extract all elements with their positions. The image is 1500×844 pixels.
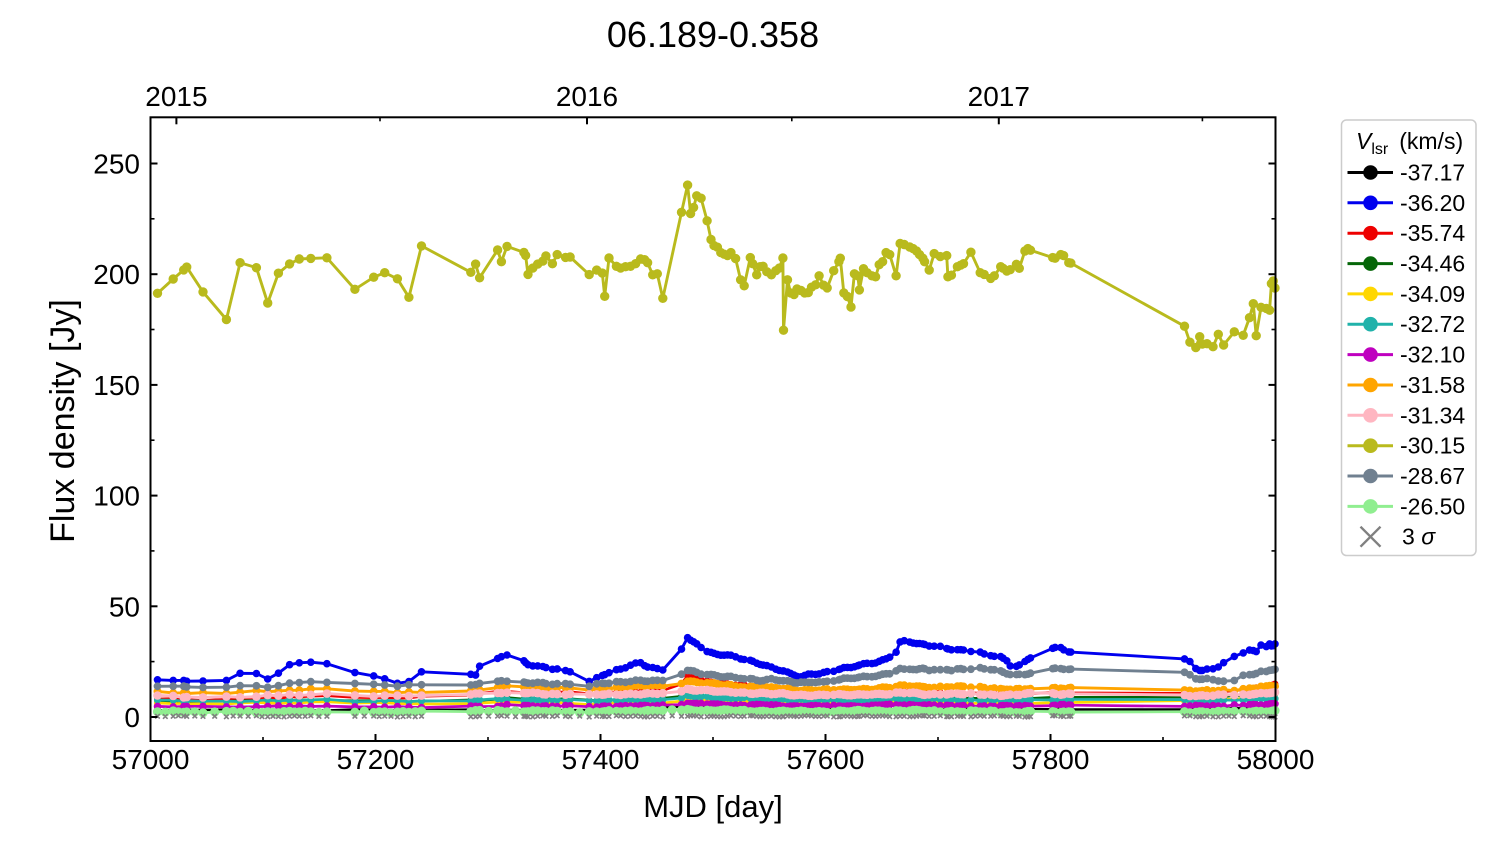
svg-text:-37.17: -37.17 — [1400, 160, 1465, 186]
svg-text:-35.74: -35.74 — [1400, 220, 1465, 246]
svg-text:-36.20: -36.20 — [1400, 190, 1465, 216]
svg-text:-28.67: -28.67 — [1400, 463, 1465, 489]
svg-text:-26.50: -26.50 — [1400, 493, 1465, 519]
svg-text:-32.72: -32.72 — [1400, 311, 1465, 337]
svg-text:Vlsr (km/s): Vlsr (km/s) — [1356, 128, 1463, 158]
svg-text:-30.15: -30.15 — [1400, 433, 1465, 459]
svg-text:57800: 57800 — [1012, 744, 1090, 775]
svg-text:06.189-0.358: 06.189-0.358 — [607, 14, 819, 55]
svg-text:100: 100 — [93, 481, 140, 512]
svg-text:2017: 2017 — [968, 81, 1030, 112]
svg-text:2016: 2016 — [556, 81, 618, 112]
svg-text:Flux density [Jy]: Flux density [Jy] — [44, 299, 82, 543]
svg-text:150: 150 — [93, 370, 140, 401]
svg-text:58000: 58000 — [1237, 744, 1315, 775]
svg-text:57600: 57600 — [787, 744, 865, 775]
svg-text:57000: 57000 — [112, 744, 190, 775]
svg-text:200: 200 — [93, 259, 140, 290]
svg-text:57400: 57400 — [562, 744, 640, 775]
svg-text:57200: 57200 — [337, 744, 415, 775]
svg-text:50: 50 — [109, 591, 140, 622]
svg-text:MJD [day]: MJD [day] — [643, 789, 783, 824]
svg-text:-31.58: -31.58 — [1400, 372, 1465, 398]
svg-text:2015: 2015 — [145, 81, 207, 112]
svg-text:0: 0 — [124, 702, 140, 733]
svg-text:3 σ: 3 σ — [1402, 524, 1436, 550]
svg-text:-31.34: -31.34 — [1400, 402, 1465, 428]
svg-text:-34.09: -34.09 — [1400, 281, 1465, 307]
svg-text:-34.46: -34.46 — [1400, 251, 1465, 277]
svg-text:250: 250 — [93, 149, 140, 180]
svg-text:-32.10: -32.10 — [1400, 342, 1465, 368]
